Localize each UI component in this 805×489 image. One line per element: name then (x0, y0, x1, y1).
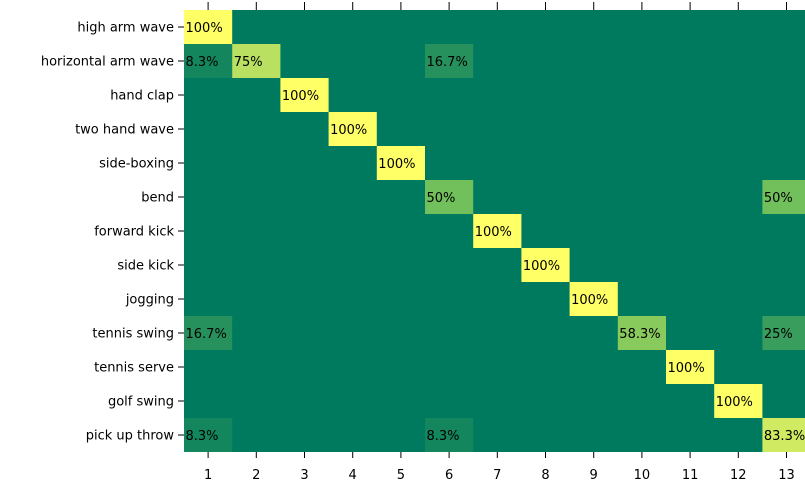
cell-value-label: 100% (668, 361, 705, 376)
heatmap-cell-r5-c5 (376, 146, 425, 180)
y-tick-label: pick up throw (86, 429, 175, 444)
cell-value-label: 8.3% (186, 55, 219, 70)
x-tick-label: 10 (634, 468, 651, 483)
heatmap-cell-r3-c3 (280, 78, 329, 112)
cell-value-label: 100% (186, 21, 223, 36)
heatmap-cell-r10-c13 (762, 316, 805, 350)
cell-value-label: 100% (571, 293, 608, 308)
cell-value-label: 83.3% (764, 429, 805, 444)
x-tick-label: 2 (252, 468, 260, 483)
cell-value-label: 50% (764, 191, 793, 206)
y-tick-label: side kick (117, 259, 174, 274)
heatmap-cell-r10-c10 (617, 316, 666, 350)
cell-value-label: 75% (234, 55, 263, 70)
heatmap-cell-r6-c13 (762, 180, 805, 214)
x-tick-label: 5 (397, 468, 405, 483)
cell-value-label: 100% (716, 395, 753, 410)
axes: high arm wave horizontal arm wave hand cla… (41, 2, 795, 483)
x-tick-label: 7 (493, 468, 501, 483)
cell-value-label: 50% (427, 191, 456, 206)
heatmap-cell-r13-c1 (184, 418, 233, 452)
x-tick-label: 12 (730, 468, 747, 483)
cell-value-label: 8.3% (427, 429, 460, 444)
heatmap-cells: 100% 8.3% 75% 16.7% 100% 100% 100% 50% 50% 100% 10… (184, 10, 805, 452)
y-tick-label: jogging (125, 293, 174, 308)
y-tick-label: golf swing (108, 395, 174, 410)
heatmap-cell-r1-c1 (184, 10, 233, 44)
y-tick-label: hand clap (110, 89, 174, 104)
heatmap-cell-r11-c11 (666, 350, 715, 384)
cell-value-label: 100% (330, 123, 367, 138)
cell-value-label: 16.7% (427, 55, 468, 70)
cell-value-label: 100% (282, 89, 319, 104)
heatmap-cell-r10-c1 (184, 316, 233, 350)
x-tick-label: 11 (682, 468, 699, 483)
y-tick-label: high arm wave (77, 21, 174, 36)
cell-value-label: 100% (475, 225, 512, 240)
heatmap-cell-r13-c13 (762, 418, 805, 452)
heatmap-cell-r13-c6 (425, 418, 474, 452)
y-tick-label: horizontal arm wave (41, 55, 174, 70)
y-tick-label: forward kick (94, 225, 174, 240)
heatmap-cell-r12-c12 (714, 384, 763, 418)
cell-value-label: 100% (523, 259, 560, 274)
cell-value-label: 8.3% (186, 429, 219, 444)
heatmap-cell-r7-c7 (473, 214, 522, 248)
cell-value-label: 16.7% (186, 327, 227, 342)
heatmap-cell-r2-c1 (184, 44, 233, 78)
heatmap-cell-r2-c6 (425, 44, 474, 78)
x-tick-label: 4 (349, 468, 357, 483)
heatmap-cell-r4-c4 (328, 112, 377, 146)
cell-value-label: 25% (764, 327, 793, 342)
x-tick-label: 8 (541, 468, 549, 483)
y-tick-label: bend (141, 191, 174, 206)
heatmap-cell-r6-c6 (425, 180, 474, 214)
y-tick-label: two hand wave (75, 123, 174, 138)
heatmap-cell-r8-c8 (521, 248, 570, 282)
y-tick-label: side-boxing (99, 157, 174, 172)
cell-value-label: 100% (378, 157, 415, 172)
x-tick-label: 6 (445, 468, 453, 483)
cell-value-label: 58.3% (619, 327, 660, 342)
y-tick-label: tennis serve (94, 361, 174, 376)
x-tick-label: 3 (300, 468, 308, 483)
x-tick-label: 1 (204, 468, 212, 483)
x-tick-label: 9 (590, 468, 598, 483)
heatmap-cell-r2-c2 (232, 44, 281, 78)
heatmap-cell-r9-c9 (569, 282, 618, 316)
y-tick-label: tennis swing (92, 327, 174, 342)
x-tick-label: 13 (778, 468, 795, 483)
